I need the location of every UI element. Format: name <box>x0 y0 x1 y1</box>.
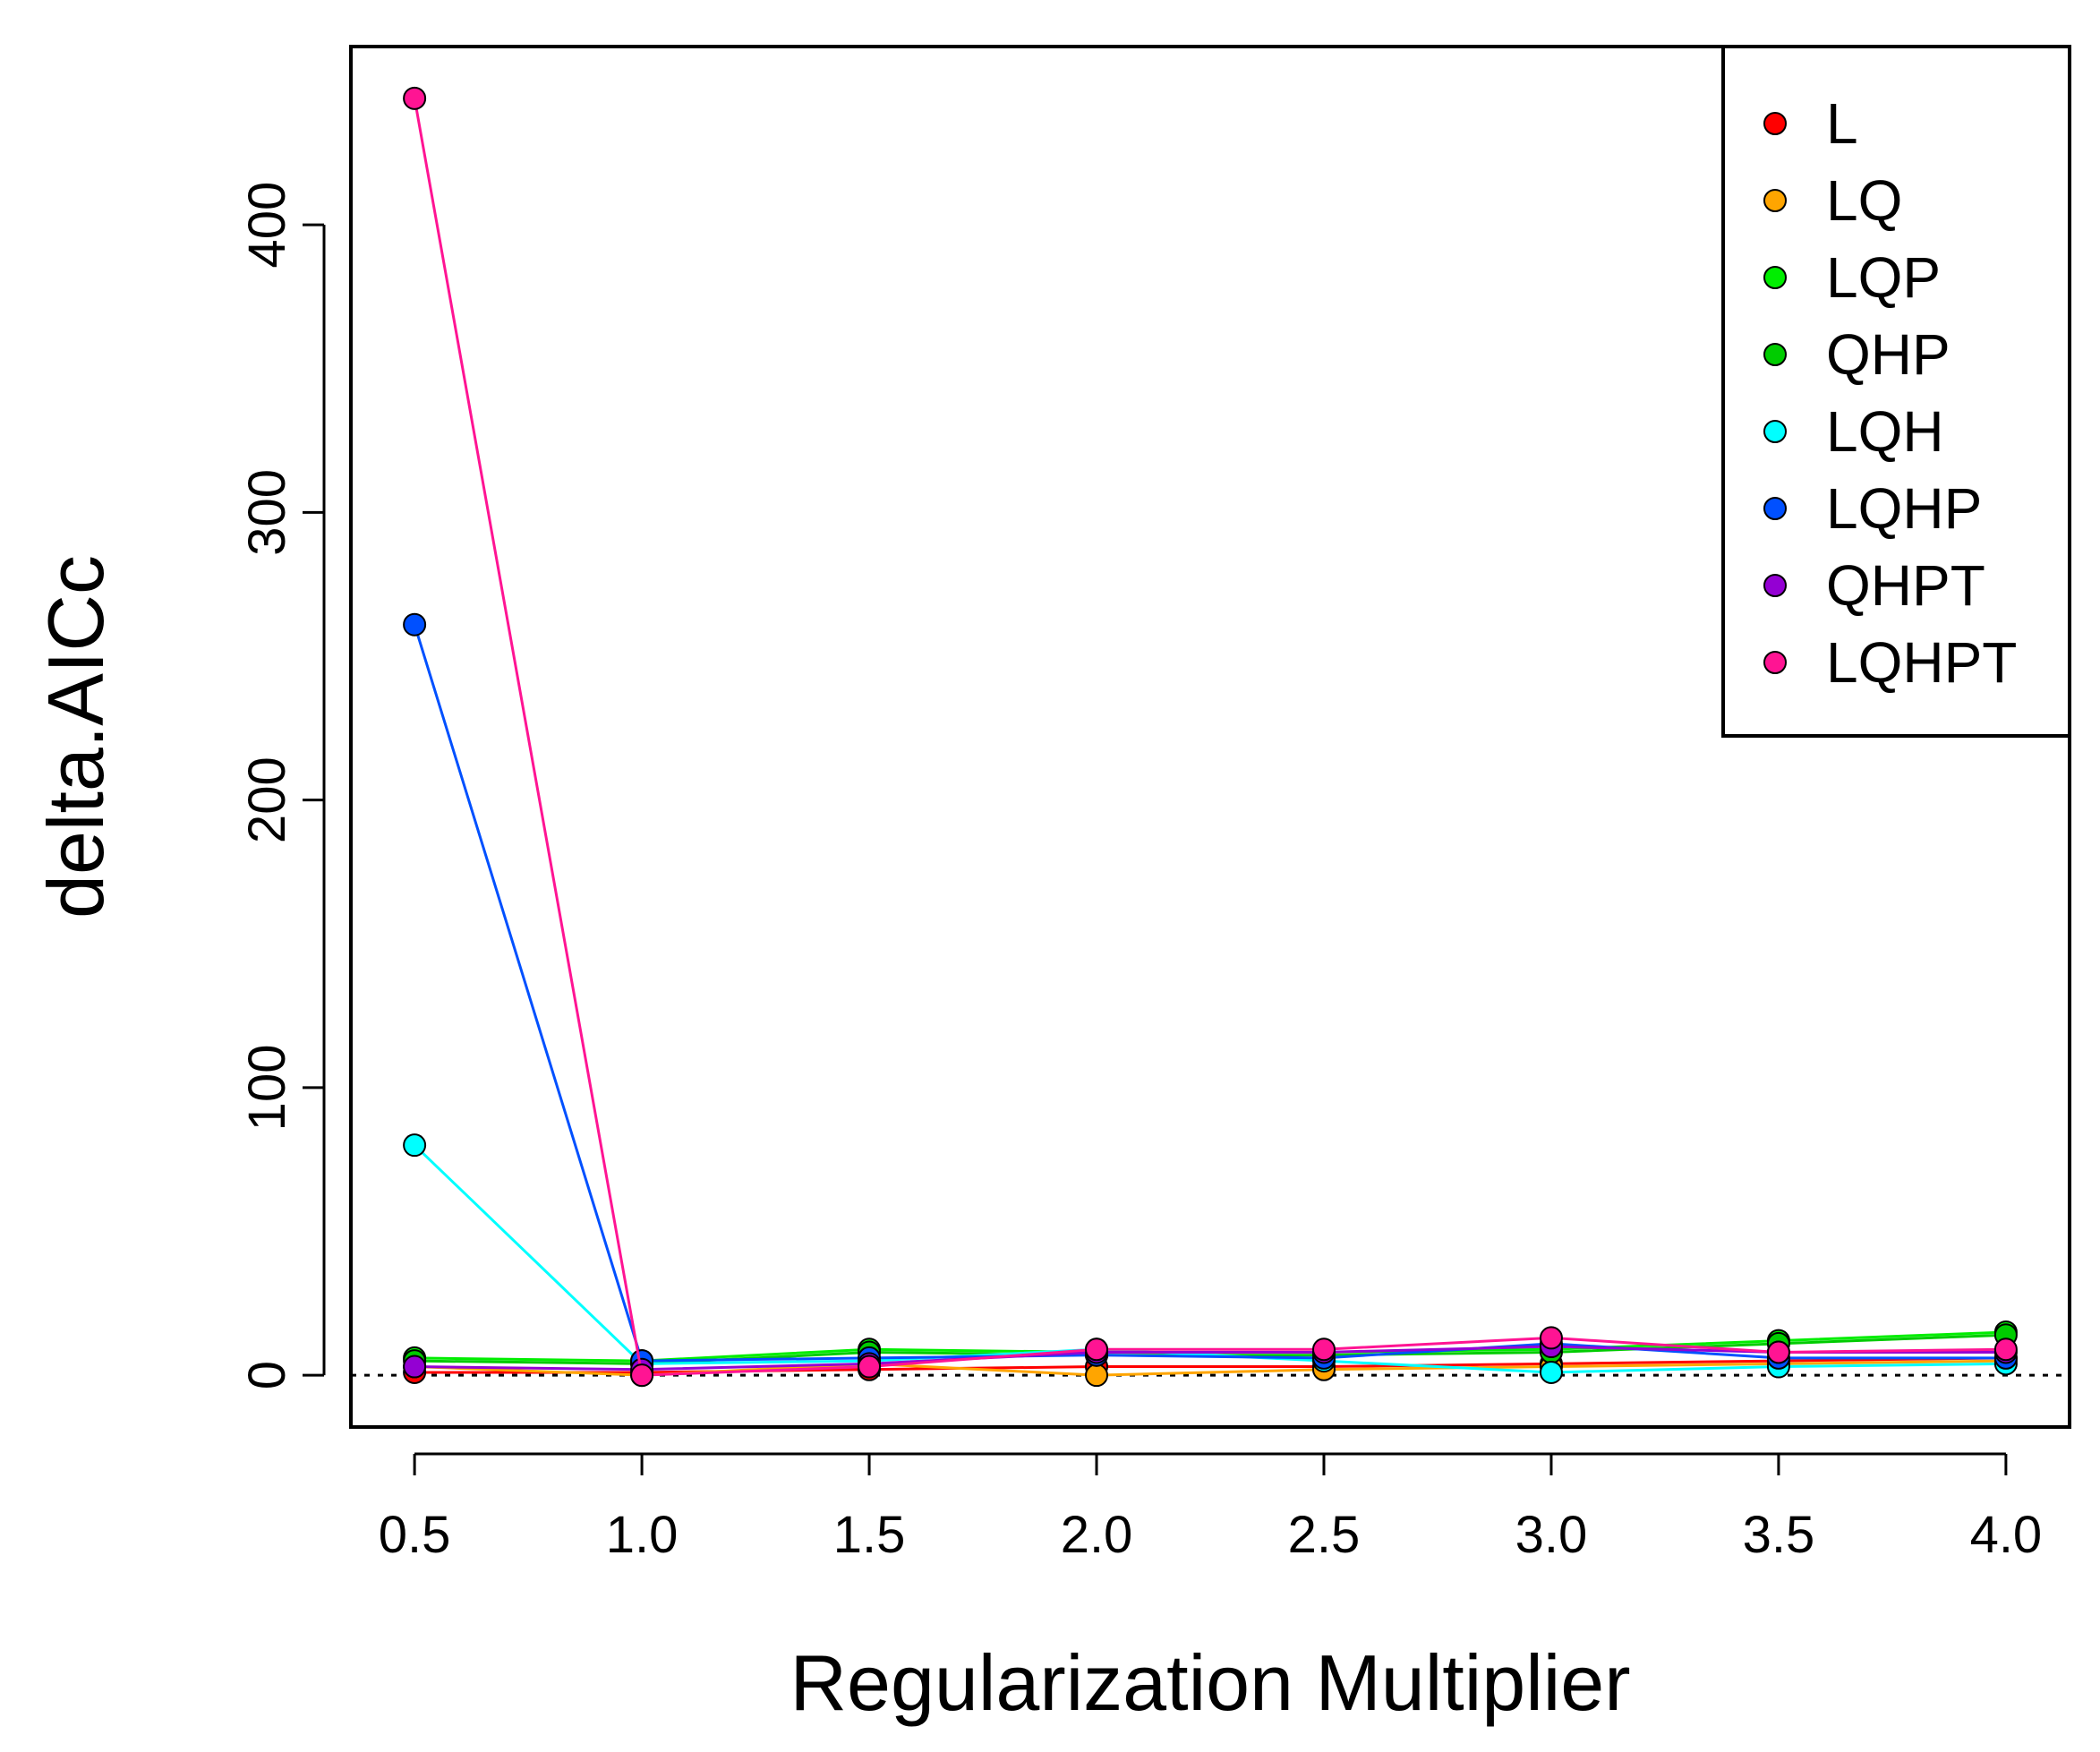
series-line <box>413 624 2006 1363</box>
data-point <box>403 612 427 637</box>
axes-layer: 0.5 1.0 1.5 2.0 2.5 3.0 3.5 4.0 0 100 200 300 400 <box>238 182 2042 1564</box>
y-tick-label: 400 <box>238 182 296 269</box>
data-point <box>1085 1338 1109 1362</box>
data-point <box>1311 1338 1336 1362</box>
legend-marker <box>1763 420 1787 443</box>
y-axis-title: delta.AICc <box>31 555 120 919</box>
data-point <box>403 1133 427 1158</box>
x-tick-label: 2.5 <box>1288 1506 1361 1564</box>
x-tick-label: 1.5 <box>833 1506 906 1564</box>
legend-marker <box>1763 266 1787 289</box>
series-LQHPT <box>403 86 2018 1388</box>
y-tick-label: 300 <box>238 469 296 556</box>
legend-marker <box>1763 112 1787 135</box>
data-point <box>858 1355 882 1379</box>
x-tick-label: 2.0 <box>1061 1506 1133 1564</box>
series-line <box>413 98 2006 1377</box>
data-point <box>403 1355 427 1379</box>
series-line <box>414 1356 2006 1374</box>
series-line <box>414 1345 2006 1372</box>
legend-box <box>1721 45 2071 738</box>
x-tick-label: 3.5 <box>1743 1506 1815 1564</box>
legend-label: L <box>1826 91 1858 156</box>
series-layer <box>403 86 2018 1388</box>
y-tick-label: 0 <box>238 1361 296 1389</box>
legend-label: QHPT <box>1826 553 1985 618</box>
y-tick-label: 200 <box>238 756 296 843</box>
data-point <box>1539 1360 1563 1384</box>
data-point <box>1085 1363 1109 1388</box>
x-tick-label: 0.5 <box>379 1506 451 1564</box>
legend-marker <box>1763 189 1787 212</box>
legend-label: LQ <box>1826 168 1902 233</box>
data-point <box>1539 1326 1563 1350</box>
legend-marker <box>1763 574 1787 597</box>
series-line <box>414 1144 2006 1374</box>
legend: L LQ LQP QHP LQH LQHP QHPT LQHPT <box>1721 45 2071 738</box>
legend-label: LQH <box>1826 399 1944 464</box>
data-point <box>403 86 427 110</box>
data-point <box>1993 1338 2018 1362</box>
legend-marker <box>1763 343 1787 366</box>
data-point <box>1766 1340 1790 1364</box>
legend-label: LQHPT <box>1826 630 2017 695</box>
x-tick-label: 4.0 <box>1970 1506 2043 1564</box>
x-axis-title: Regularization Multiplier <box>790 1638 1630 1727</box>
data-point <box>630 1363 654 1388</box>
y-tick-label: 100 <box>238 1045 296 1132</box>
legend-label: LQHP <box>1826 476 1982 541</box>
legend-marker <box>1763 651 1787 674</box>
legend-label: QHP <box>1826 322 1951 387</box>
legend-marker <box>1763 497 1787 520</box>
legend-label: LQP <box>1826 245 1941 310</box>
x-tick-label: 1.0 <box>606 1506 679 1564</box>
x-tick-label: 3.0 <box>1515 1506 1588 1564</box>
